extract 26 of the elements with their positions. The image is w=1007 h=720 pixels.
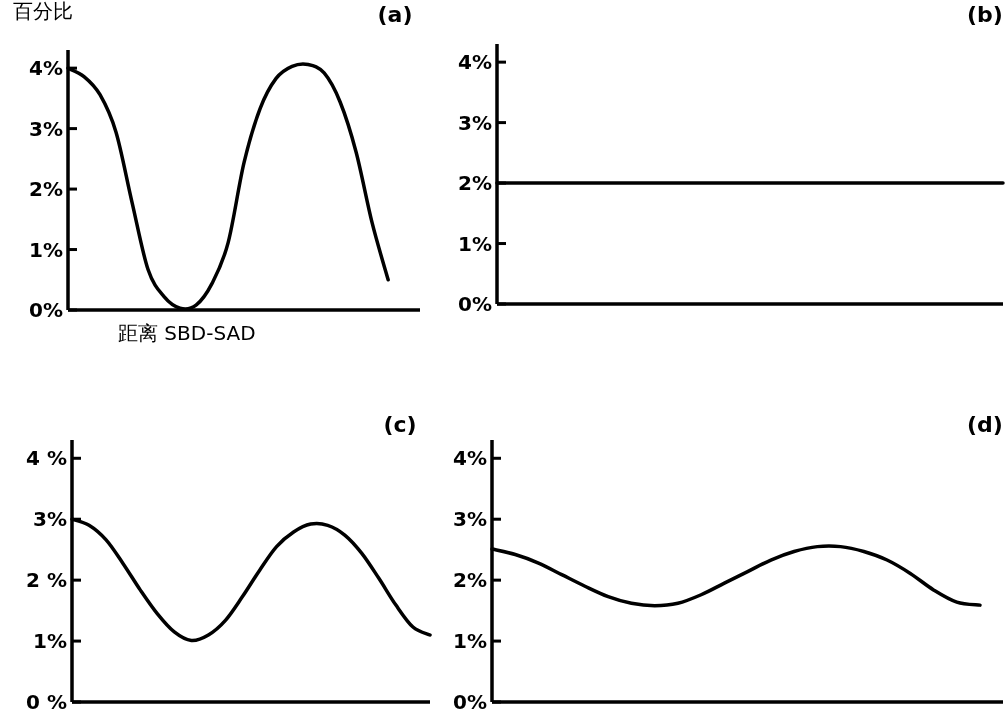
chart-title: (d) xyxy=(967,412,1003,437)
y-tick-label: 3% xyxy=(33,507,67,532)
y-tick-label: 4% xyxy=(458,50,492,75)
y-tick-label: 0% xyxy=(453,690,487,714)
y-tick-label: 3% xyxy=(453,507,487,532)
y-tick-label: 0% xyxy=(29,298,63,322)
y-tick-label: 1% xyxy=(33,629,67,654)
y-axis-title: 百分比 xyxy=(13,0,73,23)
x-axis-title: 距离 SBD-SAD xyxy=(118,321,256,345)
y-tick-label: 4% xyxy=(29,56,63,81)
y-tick-label: 3% xyxy=(29,116,63,141)
y-tick-label: 1% xyxy=(29,237,63,262)
y-tick-label: 1% xyxy=(453,629,487,654)
y-tick-label: 2% xyxy=(458,171,492,196)
chart-title: (a) xyxy=(377,2,413,27)
y-tick-label: 2% xyxy=(453,568,487,593)
y-tick-label: 4 % xyxy=(26,446,67,471)
y-tick-label: 3% xyxy=(458,110,492,135)
y-tick-label: 1% xyxy=(458,231,492,256)
y-tick-label: 2 % xyxy=(26,568,67,593)
y-tick-label: 0 % xyxy=(26,690,67,714)
y-tick-label: 4% xyxy=(453,446,487,471)
y-tick-label: 0% xyxy=(458,292,492,316)
y-tick-label: 2% xyxy=(29,177,63,202)
chart-title: (c) xyxy=(383,412,417,437)
chart-title: (b) xyxy=(967,2,1003,27)
